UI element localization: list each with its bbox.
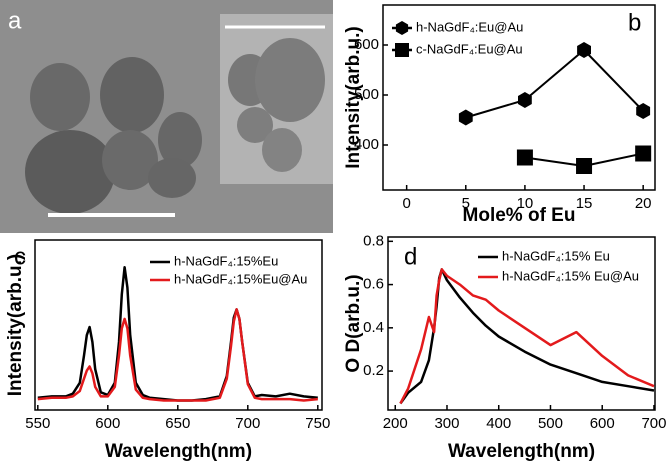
series-line (399, 268, 655, 405)
legend-label: h-NaGdF₄:15%Eu@Au (174, 271, 307, 286)
y-tick-label: 500 (354, 86, 379, 103)
panel-label: b (628, 9, 641, 36)
y-axis-label: Intensity(arb.u.) (343, 26, 364, 169)
x-tick-label: 5 (462, 195, 470, 212)
x-tick-label: 600 (590, 415, 615, 432)
particle (262, 128, 302, 172)
series-line (465, 49, 644, 119)
y-tick-label: 0.2 (363, 362, 384, 379)
x-tick-label: 700 (235, 415, 260, 432)
y-axis-label: Intensity(arb.u.) (5, 254, 26, 397)
tem-image: a (0, 0, 333, 233)
marker (516, 149, 533, 166)
marker (458, 109, 473, 126)
x-tick-label: 600 (95, 415, 120, 432)
legend-label: h-NaGdF₄:Eu@Au (416, 19, 523, 34)
panel-label: a (8, 7, 22, 34)
x-tick-label: 200 (383, 415, 408, 432)
marker (636, 103, 651, 119)
x-tick-label: 20 (635, 195, 652, 212)
legend-label: h-NaGdF₄:15%Eu (174, 253, 278, 268)
x-tick-label: 700 (641, 415, 666, 432)
marker (518, 92, 532, 108)
x-axis-label: Wavelength(nm) (448, 441, 595, 462)
marker (395, 21, 409, 35)
y-tick-label: 0.8 (363, 232, 384, 249)
x-tick-label: 15 (576, 195, 593, 212)
x-tick-label: 400 (486, 415, 511, 432)
legend-label: h-NaGdF₄:15% Eu@Au (502, 268, 639, 283)
series-line (399, 268, 655, 405)
x-tick-label: 550 (25, 415, 50, 432)
series-line (37, 265, 318, 402)
y-axis-label: O D(arb.u.) (343, 274, 364, 372)
panel-label: d (404, 243, 417, 270)
particle (102, 130, 158, 190)
particle (255, 38, 325, 122)
x-axis-label: Wavelength(nm) (105, 441, 252, 462)
x-axis-label: Mole% of Eu (463, 205, 576, 226)
x-tick-label: 750 (305, 415, 330, 432)
plot-frame (387, 236, 656, 411)
particle (158, 112, 202, 168)
y-tick-label: 0.4 (363, 319, 384, 336)
marker (576, 158, 593, 174)
y-tick-label: 400 (354, 136, 379, 153)
particle (237, 107, 273, 143)
y-tick-label: 600 (354, 36, 379, 53)
x-tick-label: 0 (402, 195, 410, 212)
plot-frame (382, 4, 656, 191)
x-tick-label: 10 (517, 195, 534, 212)
legend-label: c-NaGdF₄:Eu@Au (416, 41, 523, 56)
series-line (37, 308, 318, 402)
legend-label: h-NaGdF₄:15% Eu (502, 248, 610, 263)
particle (30, 63, 90, 131)
x-tick-label: 650 (165, 415, 190, 432)
particle (25, 130, 115, 214)
x-tick-label: 300 (434, 415, 459, 432)
marker (395, 43, 409, 57)
marker (635, 145, 652, 162)
panel-label: c (14, 243, 26, 270)
x-tick-label: 500 (538, 415, 563, 432)
particle (100, 57, 164, 133)
marker (577, 42, 591, 58)
particle (148, 158, 196, 198)
y-tick-label: 0.6 (363, 276, 384, 293)
